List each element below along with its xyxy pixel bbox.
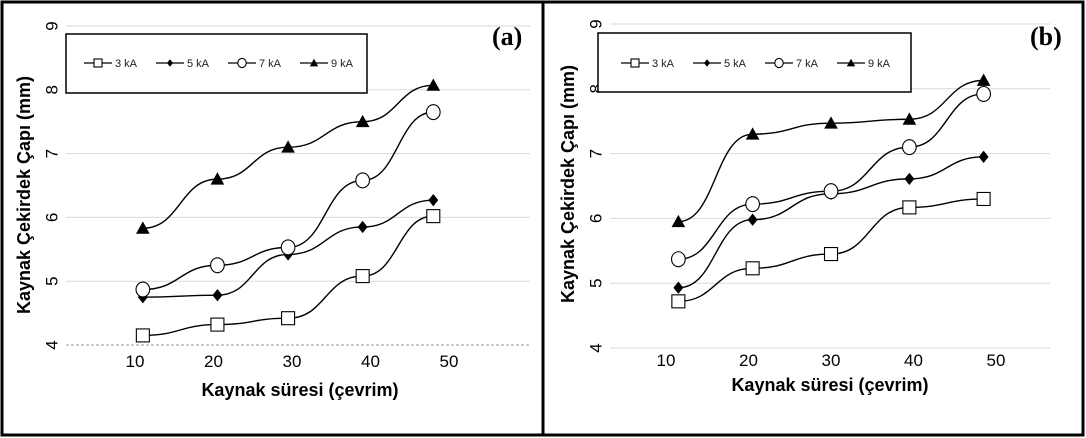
legend-marker — [703, 59, 711, 67]
y-tick-label: 8 — [42, 85, 61, 94]
legend-label: 5 kA — [724, 58, 747, 70]
series-line — [142, 111, 434, 291]
data-point — [212, 289, 223, 302]
data-point — [824, 116, 838, 129]
x-tick-label: 30 — [822, 351, 841, 370]
data-point — [355, 269, 370, 284]
y-tick-label: 5 — [586, 278, 605, 287]
legend: 3 kA 5 kA 7 kA 9 kA — [84, 57, 354, 70]
x-tick-label: 10 — [126, 352, 145, 371]
data-point — [976, 73, 991, 86]
legend-label: 3 kA — [652, 58, 675, 70]
legend-marker — [774, 57, 784, 69]
x-tick-label: 40 — [361, 352, 380, 371]
y-tick-labels: 4 5 6 7 8 9 — [42, 21, 61, 349]
y-tick-label: 6 — [42, 213, 61, 222]
y-axis-title: Kaynak Çekirdek Çapı (mm) — [14, 76, 34, 314]
data-point — [426, 78, 441, 91]
data-point — [210, 172, 225, 185]
series-line — [142, 84, 434, 229]
x-tick-label: 30 — [283, 352, 302, 371]
data-point — [745, 261, 760, 276]
panel-frame — [541, 0, 1085, 437]
x-tick-label: 10 — [657, 351, 676, 370]
data-point — [976, 85, 991, 103]
data-point — [210, 257, 225, 274]
panel-label: (a) — [492, 22, 522, 51]
data-point — [281, 311, 296, 326]
data-point — [357, 220, 368, 234]
panel-a: 4 5 6 7 8 9 10 20 30 40 50 Kaynak süresi (çevrim)… — [0, 0, 545, 437]
x-tick-labels: 10 20 30 40 50 — [126, 352, 459, 371]
data-point — [355, 114, 370, 128]
x-tick-labels: 10 20 30 40 50 — [657, 351, 1006, 370]
legend-marker — [846, 58, 856, 67]
legend-marker — [93, 58, 103, 68]
data-point — [281, 140, 295, 153]
legend-marker — [630, 58, 640, 68]
data-point — [673, 281, 684, 294]
y-tick-label: 9 — [586, 19, 605, 28]
legend-label: 5 kA — [187, 58, 210, 70]
data-point — [747, 213, 758, 226]
y-tick-label: 7 — [586, 149, 605, 158]
x-tick-label: 50 — [987, 351, 1006, 370]
series-layer — [135, 78, 441, 343]
series-layer — [670, 73, 991, 309]
legend: 3 kA 5 kA 7 kA 9 kA — [621, 57, 891, 70]
data-point — [976, 191, 991, 207]
panel-b: 4 5 6 7 8 9 10 20 30 40 50 Kaynak süresi (çevrim)… — [541, 0, 1085, 437]
y-axis-title: Kaynak Çekirdek Çapı (mm) — [558, 65, 578, 303]
y-tick-label: 4 — [586, 343, 605, 352]
legend-box — [65, 33, 368, 94]
legend-marker — [237, 57, 247, 69]
y-tick-label: 5 — [42, 276, 61, 285]
data-point — [135, 328, 150, 343]
legend-label: 3 kA — [115, 58, 138, 70]
data-point — [902, 112, 917, 125]
y-tick-label: 4 — [42, 340, 61, 349]
data-point — [902, 200, 917, 215]
data-point — [670, 251, 686, 268]
data-point — [355, 172, 371, 189]
series-line — [678, 79, 984, 223]
y-tick-label: 8 — [586, 84, 605, 93]
data-point — [425, 104, 441, 121]
data-point — [136, 221, 150, 234]
series-line — [142, 215, 434, 337]
series-line — [678, 156, 984, 289]
panel-label: (b) — [1030, 22, 1062, 51]
legend-marker — [166, 59, 174, 67]
x-tick-label: 20 — [204, 352, 223, 371]
data-point — [745, 127, 760, 140]
data-point — [280, 239, 296, 256]
data-point — [745, 196, 760, 213]
legend-label: 9 kA — [868, 58, 891, 70]
data-point — [671, 214, 686, 228]
y-tick-label: 9 — [42, 21, 61, 30]
y-tick-label: 6 — [586, 214, 605, 223]
data-point — [904, 172, 915, 186]
x-tick-label: 20 — [739, 351, 758, 370]
data-point — [135, 281, 151, 298]
data-point — [823, 183, 839, 200]
legend-label: 7 kA — [796, 58, 819, 70]
x-axis-title: Kaynak süresi (çevrim) — [201, 380, 398, 400]
data-point — [901, 139, 917, 156]
legend-label: 9 kA — [331, 58, 354, 70]
data-point — [210, 317, 225, 332]
legend-marker — [309, 58, 319, 67]
y-tick-labels: 4 5 6 7 8 9 — [586, 19, 605, 352]
data-point — [426, 209, 441, 224]
x-tick-label: 50 — [440, 352, 459, 371]
data-point — [978, 150, 989, 164]
data-point — [671, 294, 686, 309]
y-tick-label: 7 — [42, 149, 61, 158]
legend-label: 7 kA — [259, 58, 282, 70]
data-point — [823, 246, 839, 262]
x-axis-title: Kaynak süresi (çevrim) — [731, 375, 928, 395]
data-point — [428, 193, 439, 207]
x-tick-label: 40 — [904, 351, 923, 370]
